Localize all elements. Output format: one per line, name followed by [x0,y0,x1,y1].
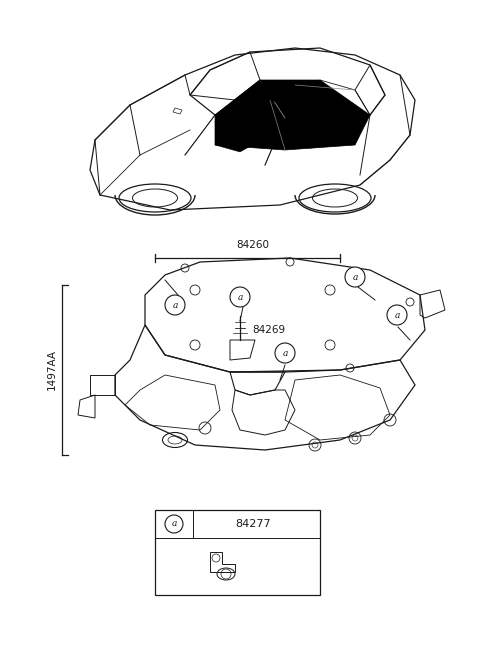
Polygon shape [260,80,295,105]
Text: a: a [352,272,358,282]
Text: a: a [172,301,178,310]
Text: 84277: 84277 [235,519,271,529]
Circle shape [387,305,407,325]
Text: a: a [394,310,400,320]
Circle shape [230,287,250,307]
Text: a: a [171,519,177,529]
Text: a: a [237,293,243,301]
Circle shape [165,295,185,315]
Text: 1497AA: 1497AA [47,350,57,390]
Circle shape [165,515,183,533]
Polygon shape [215,80,370,150]
Text: 84260: 84260 [236,240,269,250]
Polygon shape [215,108,265,152]
Text: 84269: 84269 [252,325,285,335]
Circle shape [275,343,295,363]
Text: a: a [282,348,288,358]
Circle shape [345,267,365,287]
Bar [155,510,320,595]
